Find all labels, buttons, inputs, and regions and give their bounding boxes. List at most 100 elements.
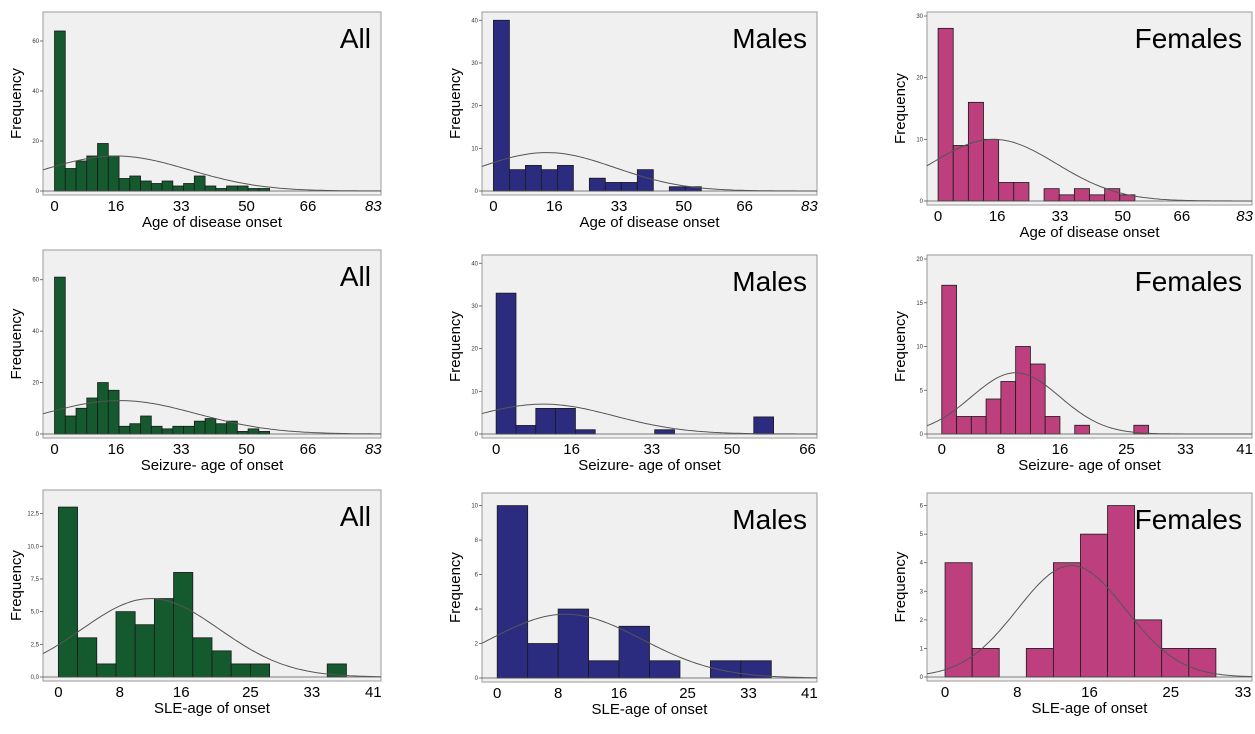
histogram-bar xyxy=(86,155,98,192)
x-tick-label: 33 xyxy=(1177,441,1194,458)
x-tick-label: 41 xyxy=(801,685,818,702)
histogram-bar xyxy=(620,182,638,192)
x-axis-label: SLE-age of onset xyxy=(1032,700,1149,717)
histogram-bar xyxy=(107,155,120,192)
x-tick-label: 33 xyxy=(1052,208,1069,225)
y-tick-label: 60 xyxy=(32,278,39,284)
histogram-bar xyxy=(96,663,117,678)
plot-area xyxy=(481,11,818,196)
x-tick-label: 83 xyxy=(365,441,382,458)
histogram-bar xyxy=(129,423,141,435)
y-tick-label: 2 xyxy=(475,642,479,648)
y-tick-label: 0 xyxy=(920,199,924,205)
histogram-bar xyxy=(495,292,517,435)
x-tick-label: 33 xyxy=(644,441,661,458)
x-tick-label: 16 xyxy=(989,208,1006,225)
y-tick-label: 20 xyxy=(32,139,39,145)
y-tick-label: 5 xyxy=(920,388,924,394)
normal-curve xyxy=(481,613,817,679)
histogram-panel-7: 0,0 2,5 5,0 7,5 10,0 12,5 0 8 16 25 33 41 SLE-age of… xyxy=(8,489,382,717)
histogram-bar xyxy=(1015,346,1031,435)
x-tick-label: 83 xyxy=(1236,208,1253,225)
histogram-bar xyxy=(173,572,194,678)
histogram-bar xyxy=(556,164,574,192)
y-tick-label: 0 xyxy=(36,432,40,438)
histogram-bar xyxy=(153,598,174,678)
histogram-bar xyxy=(64,168,77,192)
y-axis-label: Frequency xyxy=(447,311,464,382)
histogram-bar xyxy=(64,415,77,435)
y-axis-label: Frequency xyxy=(8,68,25,139)
histogram-bar xyxy=(496,505,529,679)
x-tick-label: 0 xyxy=(493,685,501,702)
histogram-bar xyxy=(509,169,526,192)
histogram-bar xyxy=(1058,194,1075,202)
histogram-bar xyxy=(588,660,620,679)
histogram-bar xyxy=(1107,505,1136,678)
histogram-bar xyxy=(75,160,88,192)
histogram-bar xyxy=(527,643,559,679)
y-tick-label: 2 xyxy=(920,618,924,624)
histogram-bar xyxy=(515,425,537,435)
histogram-bar xyxy=(115,611,136,678)
histogram-bar xyxy=(493,19,510,192)
y-tick-label: 5,0 xyxy=(31,610,40,616)
histogram-bar xyxy=(1074,424,1090,435)
y-tick-label: 20 xyxy=(32,381,39,387)
histogram-bar xyxy=(970,416,987,435)
histogram-bar xyxy=(140,415,152,435)
x-tick-label: 25 xyxy=(1162,684,1179,701)
panel-title: All xyxy=(340,261,371,292)
normal-curve xyxy=(42,598,381,678)
x-tick-label: 25 xyxy=(242,684,259,701)
x-axis-label: Seizure- age of onset xyxy=(141,457,284,474)
histogram-bar xyxy=(1025,648,1054,678)
x-tick-label: 0 xyxy=(938,441,946,458)
panel-title: Females xyxy=(1135,266,1242,297)
y-tick-label: 0 xyxy=(920,675,924,681)
histogram-bar xyxy=(97,382,109,435)
histogram-bar xyxy=(118,425,131,435)
x-axis-label: SLE-age of onset xyxy=(154,700,271,717)
histogram-bar xyxy=(941,284,957,435)
y-tick-label: 10 xyxy=(916,137,923,143)
histogram-panel-2: 0 10 20 30 40 0 16 33 50 66 83 Age of disease onset… xyxy=(447,11,818,231)
y-axis-label: Frequency xyxy=(892,73,909,144)
panel-title: Males xyxy=(732,23,807,54)
y-tick-label: 0,0 xyxy=(31,675,40,681)
x-tick-label: 33 xyxy=(611,198,628,215)
y-tick-label: 20 xyxy=(471,347,478,353)
histogram-bar xyxy=(211,650,232,678)
histogram-panel-6: 0 5 10 15 20 0 8 16 25 33 41 Seizure- age of onset F… xyxy=(892,254,1253,474)
histogram-bar xyxy=(161,428,174,435)
histogram-bar xyxy=(129,175,141,192)
x-tick-label: 50 xyxy=(238,441,255,458)
histogram-panel-3: 0 10 20 30 0 16 33 50 66 83 Age of disease onset Fr… xyxy=(892,11,1254,241)
x-axis-label: SLE-age of onset xyxy=(592,701,709,718)
panel-title: Females xyxy=(1135,504,1242,535)
x-tick-label: 41 xyxy=(365,684,382,701)
normal-curve xyxy=(481,403,817,435)
x-tick-label: 16 xyxy=(611,685,628,702)
histogram-bar xyxy=(236,185,249,192)
y-tick-label: 7,5 xyxy=(31,577,40,583)
histogram-bar xyxy=(1134,619,1163,678)
histogram-bar xyxy=(77,637,98,678)
histogram-panel-4: 0 20 40 60 0 16 33 50 66 83 Seizure- age of onset F… xyxy=(8,249,382,474)
histogram-bar xyxy=(1089,194,1106,202)
panel-title: Males xyxy=(732,504,807,535)
x-tick-label: 16 xyxy=(1052,441,1069,458)
histogram-bar xyxy=(944,562,973,678)
y-axis-label: Frequency xyxy=(892,311,909,382)
histogram-bar xyxy=(937,27,954,202)
histogram-bar xyxy=(535,407,557,435)
x-tick-label: 16 xyxy=(108,198,125,215)
histogram-bar xyxy=(150,183,163,192)
histogram-bar xyxy=(1188,648,1217,678)
panel-title: Males xyxy=(732,266,807,297)
histogram-bar xyxy=(150,425,163,435)
y-axis-label: Frequency xyxy=(8,550,25,621)
histogram-bar xyxy=(604,182,622,192)
plot-area xyxy=(926,254,1253,439)
